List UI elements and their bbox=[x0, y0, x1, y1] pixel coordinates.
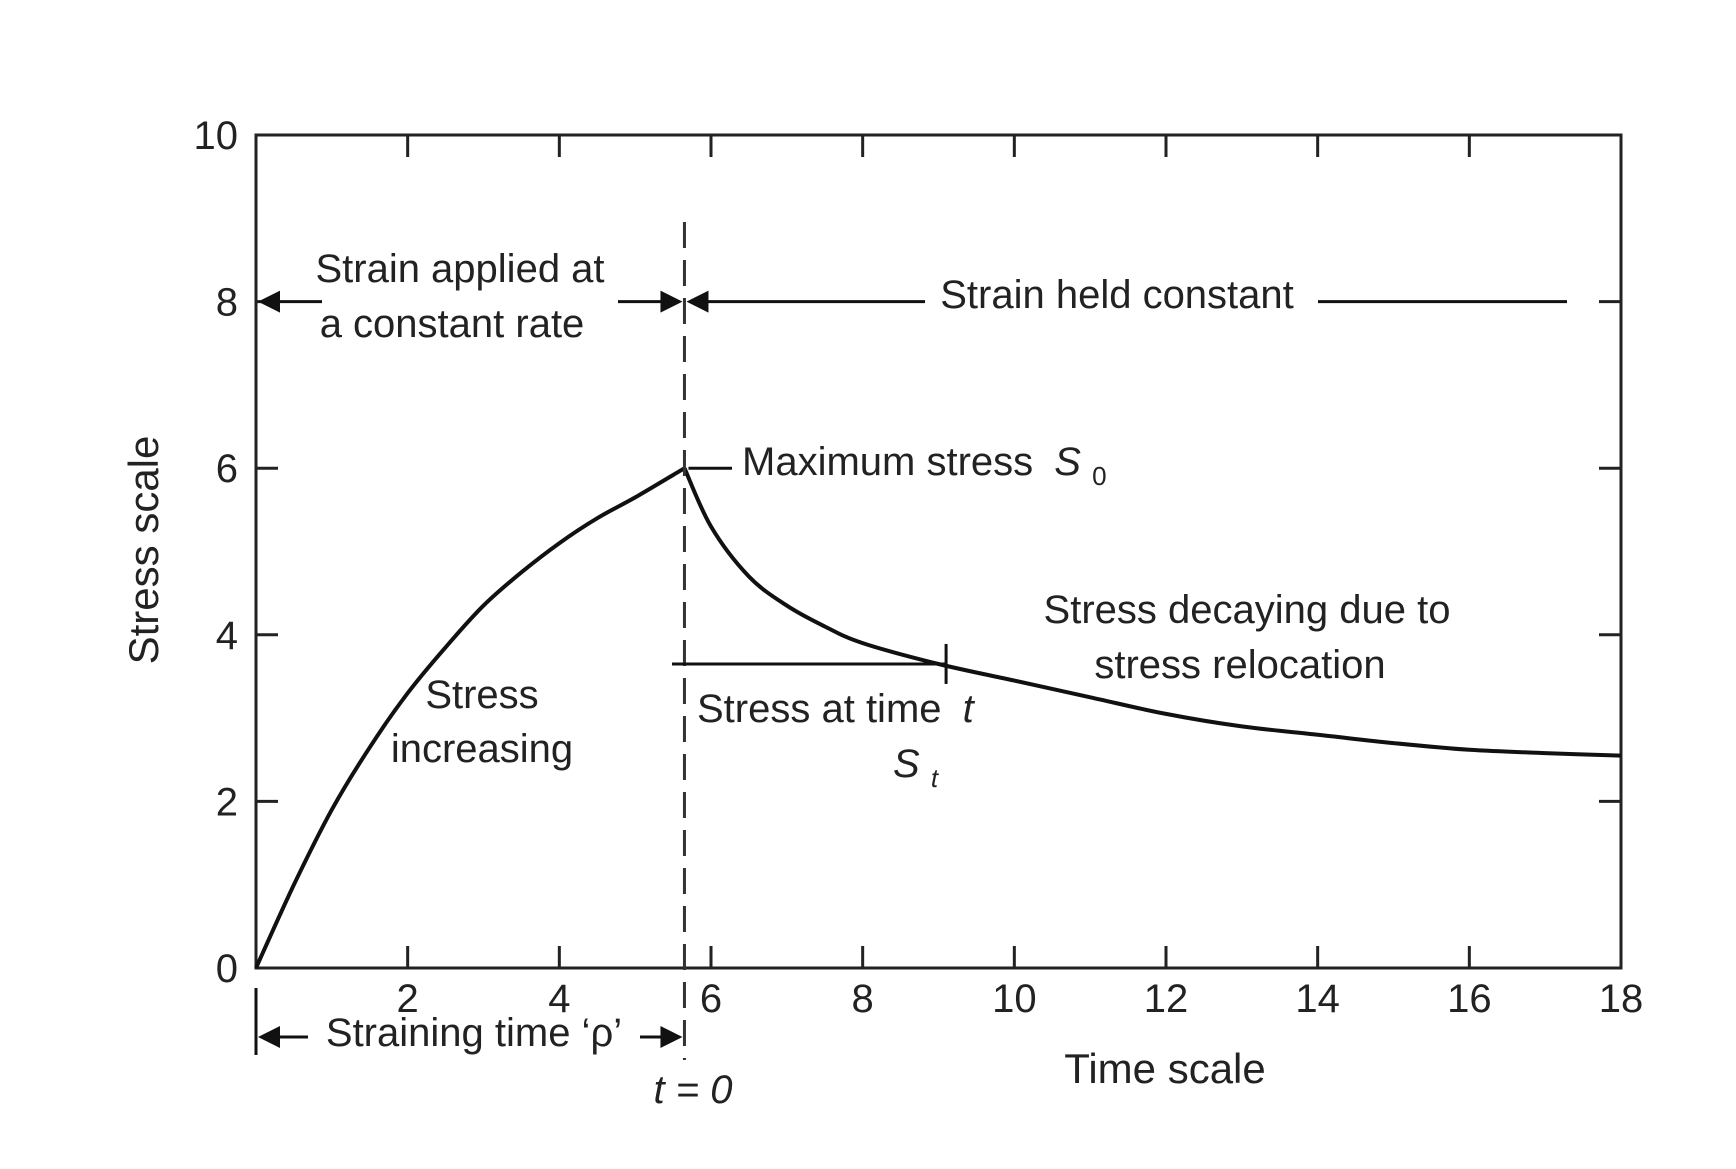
x-tick-label: 6 bbox=[700, 977, 722, 1021]
y-tick-label: 0 bbox=[216, 947, 238, 991]
x-axis-title: Time scale bbox=[1064, 1045, 1266, 1092]
x-tick-label: 14 bbox=[1295, 977, 1340, 1021]
stress-increasing-curve bbox=[254, 466, 686, 969]
y-axis-title: Stress scale bbox=[120, 436, 167, 665]
plot-frame-group bbox=[254, 133, 1623, 970]
plot-frame bbox=[254, 133, 1623, 970]
annotation-max-stress: Maximum stress S 0 bbox=[742, 440, 1107, 491]
x-tick-label: 4 bbox=[548, 977, 570, 1021]
strain-applied-arrowhead-left bbox=[258, 290, 280, 313]
max-stress-symbol: S bbox=[1054, 440, 1081, 484]
annotation-stress-at-time-symbol: S t bbox=[893, 742, 940, 793]
annotation-strain-held: Strain held constant bbox=[940, 273, 1294, 317]
stress-at-time-symbol-subscript: t bbox=[931, 763, 940, 793]
stress-at-time-variable: t bbox=[963, 687, 976, 731]
straining-time-arrowhead-left bbox=[258, 1026, 280, 1048]
x-tick-label: 18 bbox=[1599, 977, 1644, 1021]
ticks-group: 2 4 6 8 10 12 14 16 18 0 2 4 6 8 10 bbox=[194, 114, 1644, 1021]
guides-group bbox=[254, 222, 1567, 1060]
curve-group bbox=[254, 466, 1622, 969]
x-tick-label: 12 bbox=[1144, 977, 1189, 1021]
strain-applied-arrowhead-right bbox=[660, 290, 683, 313]
annotation-stress-increasing-line2: increasing bbox=[391, 727, 573, 771]
stress-at-time-label: Stress at time bbox=[697, 687, 942, 731]
annotation-decaying-line1: Stress decaying due to bbox=[1044, 588, 1451, 632]
annotation-straining-time: Straining time ‘ρ’ bbox=[326, 1011, 622, 1055]
annotation-stress-increasing-line1: Stress bbox=[425, 673, 538, 717]
y-tick-label: 4 bbox=[216, 614, 238, 658]
annotation-t-zero: t = 0 bbox=[654, 1068, 733, 1112]
stress-decaying-curve bbox=[682, 467, 1622, 758]
y-tick-label: 6 bbox=[216, 447, 238, 491]
stress-at-time-symbol-letter: S bbox=[893, 742, 920, 786]
max-stress-label: Maximum stress bbox=[742, 440, 1033, 484]
annotation-decaying-line2: stress relocation bbox=[1094, 643, 1385, 687]
annotation-strain-applied-line1: Strain applied at bbox=[315, 247, 604, 291]
y-tick-label: 2 bbox=[216, 780, 238, 824]
x-tick-label: 16 bbox=[1447, 977, 1492, 1021]
x-tick-label: 8 bbox=[852, 977, 874, 1021]
annotation-strain-applied-line2: a constant rate bbox=[320, 302, 585, 346]
x-tick-label: 2 bbox=[397, 977, 419, 1021]
max-stress-subscript: 0 bbox=[1092, 461, 1106, 491]
x-tick-label: 10 bbox=[992, 977, 1037, 1021]
straining-time-arrowhead-right bbox=[660, 1026, 683, 1048]
y-tick-label: 8 bbox=[216, 281, 238, 325]
annotation-stress-at-time: Stress at time t bbox=[697, 687, 976, 731]
y-tick-label: 10 bbox=[194, 114, 239, 158]
strain-held-arrowhead bbox=[686, 290, 709, 313]
